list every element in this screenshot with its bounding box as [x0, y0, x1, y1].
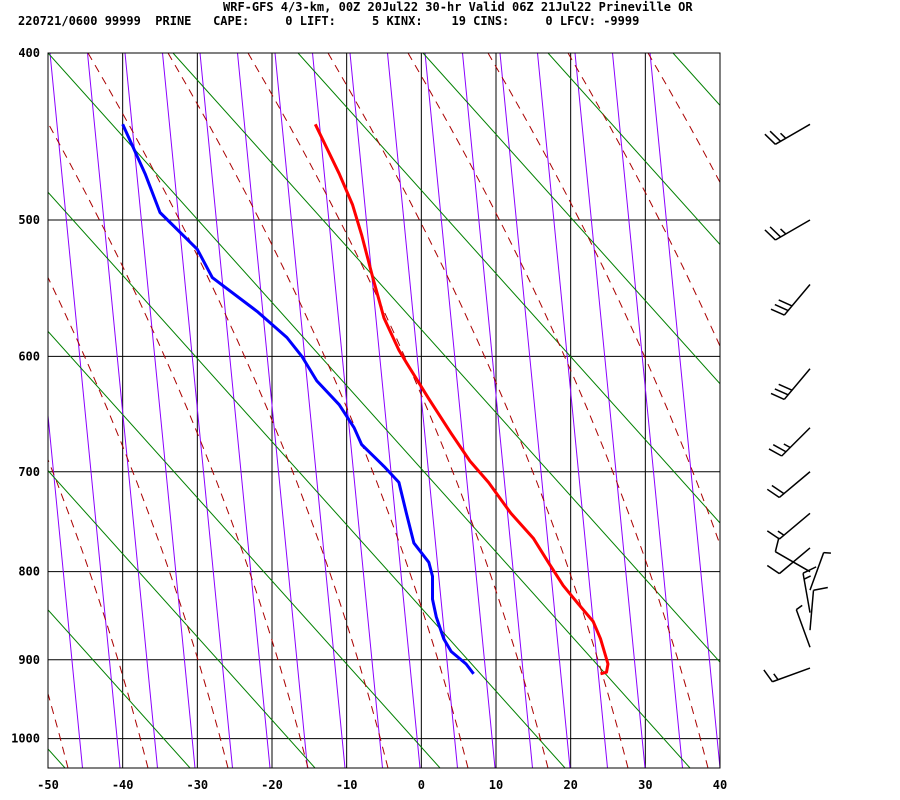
skewed-isotherm-line	[0, 53, 8, 768]
dry-adiabat-line	[672, 53, 720, 107]
skewed-isotherm-line	[49, 53, 121, 768]
dry-adiabat-line	[172, 53, 720, 663]
dry-adiabat-line	[547, 53, 720, 246]
wind-barb	[766, 547, 811, 575]
moist-adiabat-line	[487, 53, 720, 547]
wind-barb	[795, 604, 811, 648]
dry-adiabat-line	[48, 469, 316, 768]
plot-frame	[47, 52, 721, 769]
y-tick-label: 800	[18, 565, 40, 579]
x-tick-label: 0	[418, 778, 425, 792]
skewed-isotherm-line	[87, 53, 158, 768]
skewed-isotherm-line	[237, 53, 308, 768]
moist-adiabat-line	[647, 53, 720, 184]
skewed-isotherm-line	[48, 410, 83, 768]
skewed-isotherm-line	[499, 53, 571, 768]
dry-adiabat-line	[48, 330, 441, 768]
moist-adiabat-line	[728, 53, 900, 768]
dewpoint-trace	[121, 123, 475, 675]
skewed-isotherm-line	[124, 53, 196, 768]
dry-adiabat-line	[48, 53, 691, 768]
moist-adiabat-line	[808, 53, 900, 768]
dry-adiabat-line	[798, 53, 900, 788]
skewed-isotherm-line	[312, 53, 383, 768]
wind-barb	[768, 427, 811, 457]
wind-barb	[766, 512, 811, 540]
moist-adiabat-line	[407, 53, 709, 768]
plot-area	[0, 53, 900, 788]
wind-barb	[766, 471, 811, 499]
temperature-trace	[313, 123, 610, 676]
skewed-isotherm-line	[162, 53, 233, 768]
x-tick-label: -40	[112, 778, 134, 792]
wind-barb	[809, 551, 831, 591]
skewed-isotherm-line	[349, 53, 421, 768]
x-tick-label: 40	[713, 778, 727, 792]
x-tick-label: 20	[563, 778, 577, 792]
skewed-isotherm-line	[612, 53, 683, 768]
sounding-info-line: 220721/0600 99999 PRINE CAPE: 0 LIFT: 5 …	[18, 14, 640, 28]
x-tick-label: 10	[489, 778, 503, 792]
wind-barb	[809, 586, 828, 631]
wind-barb	[774, 537, 811, 573]
skewed-isotherm-line	[199, 53, 271, 768]
dry-adiabat-line	[422, 53, 720, 385]
moist-adiabat-line	[567, 53, 720, 348]
moist-adiabat-line	[48, 122, 309, 768]
y-tick-label: 500	[18, 213, 40, 227]
x-tick-label: -10	[336, 778, 358, 792]
skewed-isotherm-line	[537, 53, 608, 768]
dry-adiabat-line	[48, 191, 566, 768]
chart-title: WRF-GFS 4/3-km, 00Z 20Jul22 30-hr Valid …	[223, 0, 693, 14]
wind-barb	[770, 368, 811, 401]
skewed-isotherm-line	[574, 53, 646, 768]
y-tick-label: 700	[18, 465, 40, 479]
wind-barb	[802, 566, 817, 613]
wind-barb	[764, 219, 811, 241]
wind-barb	[770, 283, 811, 316]
dry-adiabat-line	[48, 748, 66, 768]
y-tick-label: 400	[18, 46, 40, 60]
skewed-isotherm-line	[424, 53, 496, 768]
dry-adiabat-line	[297, 53, 720, 524]
skewed-isotherm-line	[274, 53, 346, 768]
y-tick-label: 900	[18, 653, 40, 667]
wind-barb	[763, 667, 811, 683]
wind-barb	[764, 123, 811, 145]
y-tick-label: 600	[18, 349, 40, 363]
skewed-isotherm-line	[649, 53, 720, 768]
y-tick-label: 1000	[11, 732, 40, 746]
dry-adiabat-line	[48, 609, 191, 768]
skewed-isotherm-line	[387, 53, 458, 768]
x-tick-label: 30	[638, 778, 652, 792]
x-tick-label: -50	[37, 778, 59, 792]
x-tick-label: -20	[261, 778, 283, 792]
moist-adiabat-line	[327, 53, 629, 768]
x-tick-label: -30	[186, 778, 208, 792]
skewed-isotherm-line	[462, 53, 533, 768]
